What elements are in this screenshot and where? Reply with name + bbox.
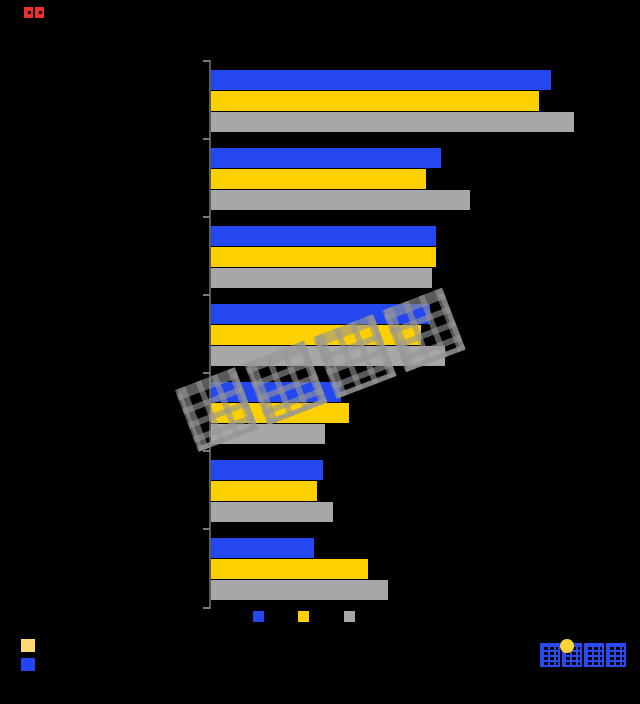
cjk-glyph bbox=[584, 643, 604, 667]
bar-series-blue-group-2 bbox=[211, 148, 441, 168]
bar-series-yellow-group-7 bbox=[211, 559, 368, 579]
axis-tick bbox=[203, 607, 210, 609]
cjk-glyph bbox=[540, 643, 560, 667]
footer-swatch-legend-light-yellow bbox=[21, 639, 35, 652]
bar-series-blue-group-3 bbox=[211, 226, 436, 246]
bar-series-blue-group-6 bbox=[211, 460, 323, 480]
legend-swatch-series-yellow bbox=[298, 611, 309, 622]
axis-tick bbox=[203, 60, 210, 62]
axis-tick bbox=[203, 528, 210, 530]
bar-series-yellow-group-1 bbox=[211, 91, 539, 111]
legend-swatch-series-blue bbox=[253, 611, 264, 622]
y-axis-line bbox=[209, 60, 211, 609]
footer-swatch-legend-blue bbox=[21, 658, 35, 671]
axis-tick bbox=[203, 138, 210, 140]
bar-series-gray-group-7 bbox=[211, 580, 388, 600]
logo-yellow-dot bbox=[560, 639, 574, 653]
axis-tick bbox=[203, 450, 210, 452]
logo-text bbox=[540, 643, 628, 667]
legend-swatch-series-gray bbox=[344, 611, 355, 622]
axis-tick bbox=[203, 294, 210, 296]
bar-series-yellow-group-2 bbox=[211, 169, 426, 189]
top-left-red-mark bbox=[24, 7, 46, 26]
zhaopin-logo bbox=[540, 639, 628, 667]
axis-tick bbox=[203, 372, 210, 374]
bar-series-yellow-group-6 bbox=[211, 481, 317, 501]
red-glyph bbox=[35, 7, 44, 18]
cjk-glyph bbox=[606, 643, 626, 667]
bar-series-gray-group-3 bbox=[211, 268, 432, 288]
cjk-glyph bbox=[382, 287, 466, 373]
axis-tick bbox=[203, 216, 210, 218]
red-glyph bbox=[24, 7, 33, 18]
bar-series-blue-group-7 bbox=[211, 538, 314, 558]
bar-series-yellow-group-3 bbox=[211, 247, 436, 267]
bar-series-blue-group-1 bbox=[211, 70, 551, 90]
bar-series-gray-group-1 bbox=[211, 112, 574, 132]
bar-series-gray-group-6 bbox=[211, 502, 333, 522]
bar-series-gray-group-2 bbox=[211, 190, 470, 210]
bar-series-blue-group-4 bbox=[211, 304, 430, 324]
